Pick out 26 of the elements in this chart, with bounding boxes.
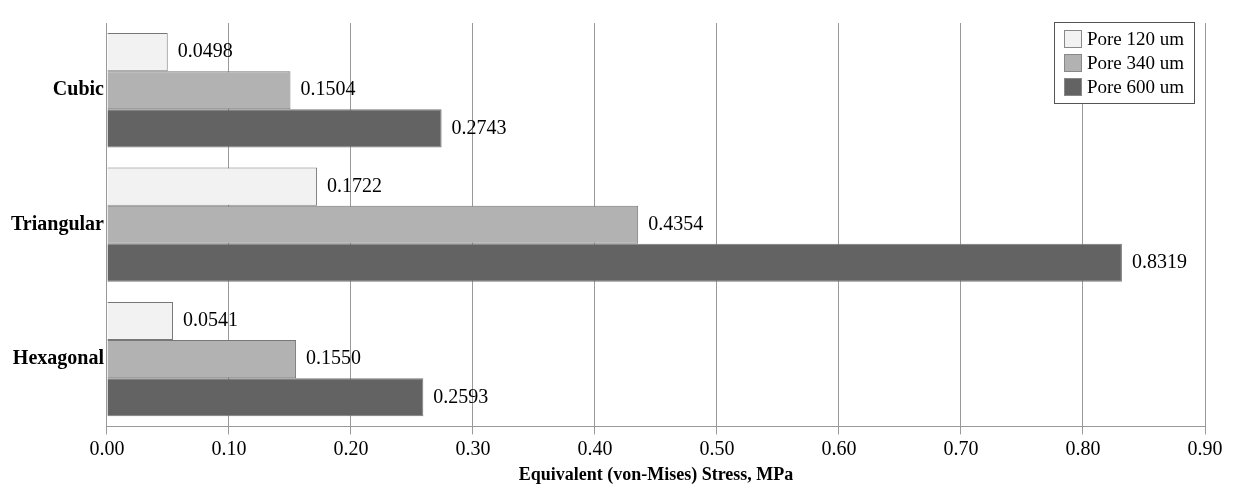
y-tick-label: Hexagonal (12, 346, 105, 370)
x-tick-label: 0.60 (821, 436, 857, 459)
legend-label: Pore 120 um (1086, 27, 1184, 51)
x-tick-label: 0.20 (333, 436, 369, 459)
data-label: 0.2743 (451, 115, 507, 138)
data-label: 0.1550 (306, 346, 362, 369)
data-label: 0.4354 (648, 211, 704, 234)
x-tick-label: 0.00 (89, 436, 125, 459)
data-label: 0.0541 (182, 308, 238, 331)
legend-label: Pore 340 um (1086, 51, 1184, 75)
data-label: 0.8319 (1131, 250, 1187, 273)
x-tick-label: 0.10 (211, 436, 247, 459)
x-tick-label: 0.30 (455, 436, 491, 459)
data-label: 0.0498 (177, 39, 233, 62)
x-tick-label: 0.50 (699, 436, 735, 459)
y-tick-label: Cubic (52, 77, 105, 100)
data-label: 0.1722 (327, 173, 383, 196)
x-tick-label: 0.80 (1065, 436, 1101, 459)
x-tick-label: 0.70 (943, 436, 979, 459)
data-label: 0.1504 (300, 77, 356, 100)
x-tick-label: 0.90 (1187, 436, 1223, 459)
data-label: 0.2593 (433, 384, 489, 407)
y-tick-label: Triangular (11, 211, 105, 235)
legend-label: Pore 600 um (1086, 75, 1184, 99)
x-tick-label: 0.40 (577, 436, 613, 459)
x-axis-title: Equivalent (von-Mises) Stress, MPa (518, 463, 794, 485)
